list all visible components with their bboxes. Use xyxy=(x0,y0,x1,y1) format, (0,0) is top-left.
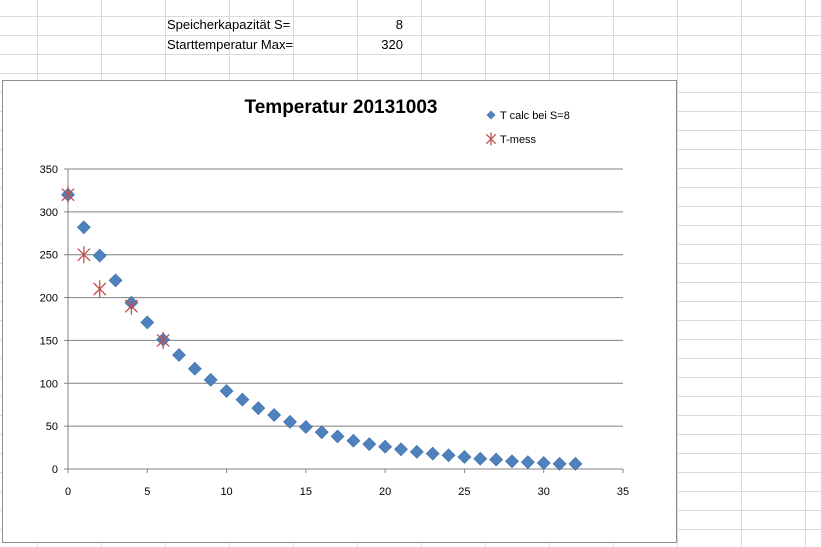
calc-data-point xyxy=(330,429,345,444)
calc-data-point xyxy=(140,315,155,330)
y-tick-label: 150 xyxy=(40,335,58,347)
calc-data-point xyxy=(187,361,202,376)
calc-data-point xyxy=(235,392,250,407)
calc-data-point xyxy=(568,456,583,471)
x-tick-label: 15 xyxy=(300,486,312,498)
mess-data-point xyxy=(125,297,138,315)
calc-data-point xyxy=(172,348,186,362)
calc-data-point xyxy=(203,372,218,387)
calc-data-point xyxy=(489,452,504,467)
y-tick-label: 0 xyxy=(52,464,58,476)
legend-calc-marker xyxy=(486,110,496,120)
legend-mess-marker xyxy=(486,132,496,146)
calc-data-point xyxy=(346,433,361,448)
calc-data-point xyxy=(441,448,456,463)
calc-data-point xyxy=(283,414,297,429)
mess-data-point xyxy=(61,186,75,204)
calc-data-point xyxy=(394,442,408,457)
mess-data-point xyxy=(156,331,170,350)
mess-data-point xyxy=(77,246,91,264)
calc-data-point xyxy=(108,273,123,288)
calc-data-point xyxy=(457,450,472,464)
x-tick-label: 5 xyxy=(144,486,150,498)
capacity-label: Speicherkapazität S= xyxy=(167,17,291,32)
y-tick-label: 200 xyxy=(40,293,58,305)
scatter-chart: Temperatur 20131003 05010015020025030035… xyxy=(40,97,629,498)
calc-data-point xyxy=(298,420,313,434)
mess-data-point xyxy=(93,280,107,298)
x-tick-label: 30 xyxy=(538,486,550,498)
calc-data-point xyxy=(409,444,424,459)
calc-data-point xyxy=(536,456,551,470)
calc-data-point xyxy=(473,451,488,466)
calc-data-point xyxy=(314,425,329,440)
start-temp-label: Starttemperatur Max= xyxy=(167,37,294,52)
x-tick-label: 35 xyxy=(617,486,629,498)
start-temp-value-cell[interactable]: 320 xyxy=(381,37,403,52)
calc-data-point xyxy=(219,384,234,398)
y-tick-label: 350 xyxy=(40,164,58,176)
calc-data-point xyxy=(520,455,535,470)
calc-data-point xyxy=(425,446,440,461)
x-tick-label: 0 xyxy=(65,486,71,498)
x-tick-label: 10 xyxy=(220,486,232,498)
calc-data-point xyxy=(251,401,266,416)
calc-data-point xyxy=(552,456,567,471)
calc-data-point xyxy=(378,439,393,454)
y-tick-label: 50 xyxy=(46,421,58,433)
chart-area[interactable]: Temperatur 20131003 0 50 100 150 200 250 300 35… xyxy=(2,80,677,543)
legend-label: T-mess xyxy=(500,134,537,146)
calc-data-point xyxy=(505,454,519,469)
y-tick-label: 250 xyxy=(40,250,58,262)
capacity-value-cell[interactable]: 8 xyxy=(395,17,403,32)
x-tick-label: 25 xyxy=(458,486,470,498)
calc-data-point xyxy=(267,408,282,422)
y-tick-label: 100 xyxy=(40,378,58,390)
calc-data-point xyxy=(76,220,91,235)
calc-data-point xyxy=(362,437,377,452)
y-tick-label: 300 xyxy=(40,207,58,219)
calc-data-point xyxy=(92,248,107,263)
chart-title: Temperatur 20131003 xyxy=(245,97,438,118)
legend-label: T calc bei S=8 xyxy=(500,110,570,122)
x-tick-label: 20 xyxy=(379,486,391,498)
